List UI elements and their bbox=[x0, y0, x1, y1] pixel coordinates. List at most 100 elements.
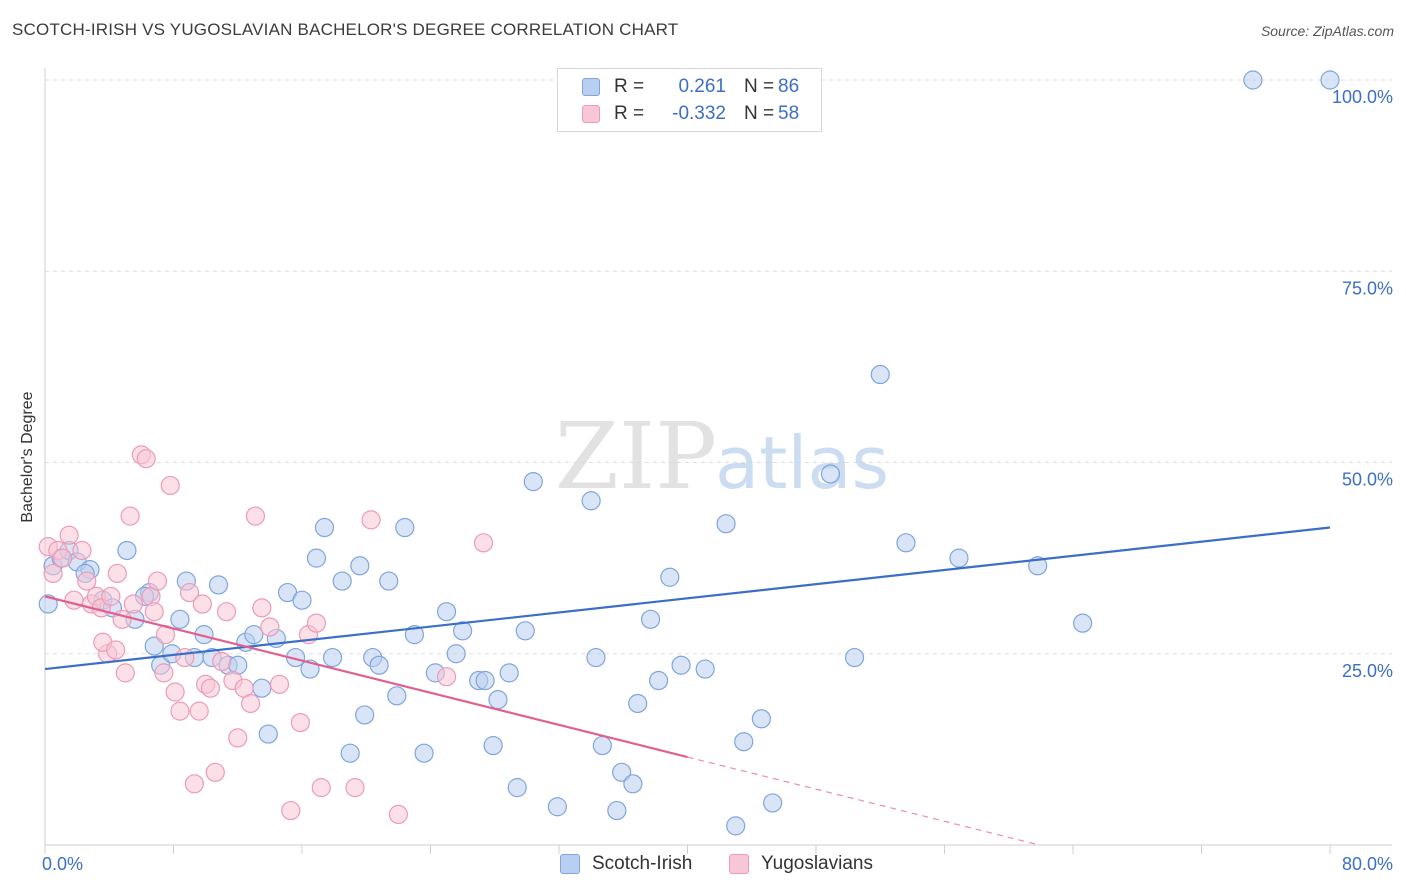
scotch-irish-point bbox=[144, 636, 164, 656]
scotch-irish-point bbox=[523, 472, 543, 492]
scotch-irish-point bbox=[592, 735, 612, 756]
scotch-irish-point bbox=[870, 364, 890, 385]
scotch-irish-point bbox=[640, 609, 661, 629]
legend-n-value: 86 bbox=[778, 76, 800, 97]
scotch-irish-point bbox=[38, 594, 58, 614]
yugoslavians-point bbox=[436, 667, 457, 687]
legend-r-label: R = bbox=[614, 103, 645, 124]
yugoslavians-point bbox=[241, 693, 261, 714]
bottom-legend-swatch-scotch-irish bbox=[560, 854, 580, 874]
yugoslavians-point bbox=[281, 800, 301, 821]
yugoslavians-point bbox=[160, 475, 180, 496]
y-tick-label: 100.0% bbox=[1332, 87, 1393, 107]
watermark-atlas: atlas bbox=[715, 421, 889, 505]
scotch-irish-point bbox=[292, 590, 312, 610]
scotch-irish-point bbox=[586, 647, 606, 668]
scotch-irish-point bbox=[395, 517, 415, 538]
yugoslavians-point bbox=[252, 598, 272, 618]
scotch-irish-point bbox=[1073, 613, 1093, 633]
scotch-irish-point bbox=[751, 709, 771, 729]
scotch-irish-point bbox=[453, 621, 473, 641]
yugoslavians-point bbox=[64, 590, 84, 610]
series-scotch-irish-points bbox=[38, 70, 1340, 836]
scotch-irish-point bbox=[949, 548, 969, 568]
scotch-irish-point bbox=[117, 540, 137, 561]
y-tick-label: 75.0% bbox=[1342, 278, 1393, 298]
yugoslavians-point bbox=[106, 640, 126, 660]
yugoslavians-point bbox=[311, 778, 331, 798]
scotch-irish-point bbox=[660, 567, 680, 587]
scotch-irish-point bbox=[716, 514, 736, 534]
yugoslavians-point bbox=[165, 682, 185, 702]
x-tick-label-min: 0.0% bbox=[42, 854, 83, 874]
bottom-legend-swatch-yugoslavians bbox=[729, 854, 749, 874]
scotch-irish-point bbox=[612, 762, 632, 782]
scotch-irish-point bbox=[547, 797, 567, 817]
y-tick-label: 25.0% bbox=[1342, 661, 1393, 681]
yugoslavians-point bbox=[175, 647, 195, 668]
yugoslavians-point bbox=[43, 563, 63, 584]
yugoslavians-point bbox=[260, 617, 280, 637]
yugoslavians-point bbox=[306, 613, 327, 633]
yugoslavians-point bbox=[136, 449, 156, 469]
scotch-irish-point bbox=[314, 517, 335, 538]
yugoslavians-point bbox=[170, 701, 190, 721]
yugoslavians-point bbox=[192, 594, 213, 614]
chart-title: SCOTCH-IRISH VS YUGOSLAVIAN BACHELOR'S D… bbox=[12, 20, 679, 39]
scotch-irish-point bbox=[244, 625, 264, 645]
scotch-irish-point bbox=[648, 670, 669, 691]
yugoslavians-point bbox=[388, 804, 408, 825]
scotch-irish-point bbox=[488, 690, 508, 710]
scotch-irish-point bbox=[695, 659, 715, 679]
yugoslavians-point bbox=[473, 533, 494, 553]
x-tick-label-max: 80.0% bbox=[1342, 854, 1393, 874]
scotch-irish-point bbox=[306, 548, 327, 568]
yugoslavians-point bbox=[115, 663, 135, 683]
scotch-irish-point bbox=[726, 816, 746, 836]
scotch-irish-point bbox=[340, 743, 360, 763]
series-yugoslavians-points bbox=[38, 445, 494, 825]
scotch-irish-point bbox=[483, 735, 503, 756]
scotch-irish-point bbox=[475, 670, 495, 691]
scotch-irish-point bbox=[581, 491, 601, 511]
yugoslavians-point bbox=[216, 602, 237, 622]
scotch-irish-point bbox=[763, 793, 783, 813]
yugoslavians-point bbox=[212, 651, 232, 672]
gridlines bbox=[45, 79, 1392, 655]
legend-n-label: N = bbox=[744, 103, 775, 124]
scotch-irish-trend-line bbox=[44, 526, 1331, 671]
watermark: ZIP atlas bbox=[555, 403, 889, 510]
scotch-irish-point bbox=[446, 644, 466, 664]
yugoslavians-trend-line bbox=[44, 595, 688, 759]
scotch-irish-point bbox=[734, 732, 754, 752]
scotch-irish-point bbox=[1320, 70, 1340, 90]
legend-r-value: 0.261 bbox=[678, 76, 726, 97]
scotch-irish-point bbox=[322, 647, 343, 668]
yugoslavians-point bbox=[184, 774, 204, 794]
yugoslavians-point bbox=[123, 594, 143, 614]
source-credit: Source: ZipAtlas.com bbox=[1260, 23, 1394, 39]
legend-row-scotch-irish: R = 0.261 N = 86 bbox=[582, 75, 799, 99]
scotch-irish-point bbox=[515, 621, 535, 641]
yugoslavians-point bbox=[205, 762, 225, 782]
watermark-zip: ZIP bbox=[555, 403, 717, 510]
scotch-irish-point bbox=[896, 533, 916, 553]
bottom-legend-label: Scotch-Irish bbox=[592, 853, 693, 874]
legend-row-yugoslavians: R = -0.332 N = 58 bbox=[582, 102, 799, 126]
yugoslavians-point bbox=[154, 663, 174, 683]
yugoslavians-point bbox=[101, 586, 121, 606]
scotch-irish-point bbox=[507, 778, 527, 798]
scotch-irish-point bbox=[350, 556, 370, 576]
scotch-irish-point bbox=[387, 686, 407, 706]
scotch-irish-point bbox=[671, 655, 691, 675]
scotch-irish-point bbox=[414, 743, 434, 763]
yugoslavians-point bbox=[290, 712, 310, 733]
yugoslavians-point bbox=[245, 506, 266, 526]
y-tick-label: 50.0% bbox=[1342, 470, 1393, 490]
yugoslavians-point bbox=[189, 701, 209, 721]
yugoslavians-point bbox=[345, 778, 365, 798]
trend-lines bbox=[44, 526, 1331, 846]
scotch-irish-point bbox=[1243, 70, 1263, 90]
yugoslavians-point bbox=[59, 525, 79, 545]
